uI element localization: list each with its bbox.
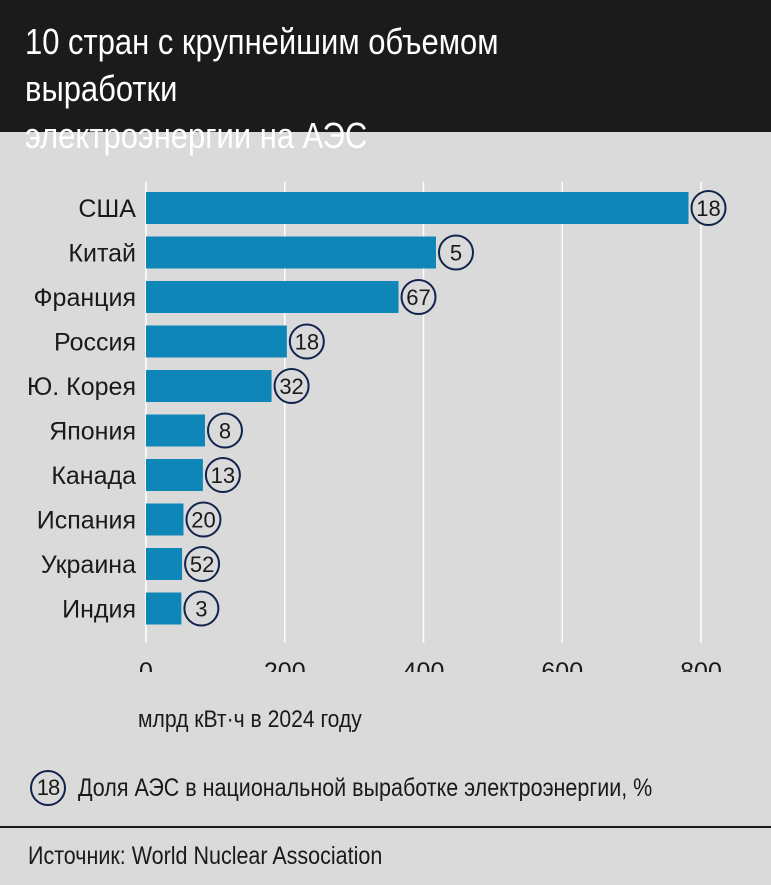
share-label: 3: [195, 597, 207, 622]
share-marker: [273, 368, 310, 404]
x-axis-label: млрд кВт·ч в 2024 году: [138, 706, 362, 733]
category-label: Индия: [62, 596, 136, 624]
share-marker: [206, 412, 243, 449]
category-label: Китай: [68, 240, 136, 268]
divider: [0, 826, 771, 828]
bars: [146, 192, 689, 625]
category-label: Россия: [54, 329, 136, 357]
share-markers: 18 5 67 18 32 8 13 20 52 3: [183, 190, 727, 627]
bar: [146, 459, 203, 491]
category-label: Украина: [41, 551, 136, 579]
x-tick-label: 800: [680, 658, 722, 672]
legend-marker: 18: [30, 770, 66, 806]
bar: [146, 281, 399, 313]
category-label: Испания: [37, 507, 136, 535]
x-tick-label: 0: [139, 658, 153, 672]
share-label: 67: [406, 285, 430, 310]
category-label: Канада: [51, 462, 136, 490]
x-tick-label: 600: [541, 658, 583, 672]
x-tick-label: 200: [264, 658, 306, 672]
bar: [146, 503, 184, 536]
bar: [146, 592, 182, 625]
bar: [146, 236, 436, 269]
bar: [146, 548, 183, 580]
x-tick-label: 400: [403, 658, 445, 672]
source-note: Источник: World Nuclear Association: [28, 842, 383, 870]
bar: [146, 414, 205, 447]
share-marker: [400, 279, 437, 315]
category-labels: США Китай Франция Россия Ю. Корея Япония Канад…: [27, 195, 136, 624]
legend: 18 Доля АЭС в национальной выработке эле…: [30, 768, 760, 810]
chart-title: 10 стран с крупнейшим объемом выработки …: [25, 21, 499, 156]
share-marker: [288, 323, 325, 360]
title-banner: 10 стран с крупнейшим объемом выработки …: [0, 0, 771, 156]
bar: [146, 325, 287, 358]
bar: [146, 192, 689, 224]
category-label: Япония: [49, 418, 136, 446]
share-label: 20: [191, 508, 215, 533]
share-marker: [690, 190, 727, 226]
share-label: 8: [219, 419, 231, 444]
share-label: 32: [279, 374, 303, 399]
share-marker: [183, 590, 220, 627]
share-label: 5: [450, 241, 462, 266]
share-label: 18: [696, 196, 720, 221]
category-label: Франция: [34, 284, 136, 312]
share-label: 18: [295, 330, 319, 355]
category-label: Ю. Корея: [27, 373, 136, 401]
share-marker: [437, 234, 474, 271]
share-label: 52: [190, 552, 214, 577]
share-marker: [204, 457, 241, 493]
share-marker: [185, 501, 222, 538]
share-marker: [184, 546, 221, 582]
bar-chart: США Китай Франция Россия Ю. Корея Япония Канад…: [0, 132, 771, 672]
category-label: США: [78, 195, 136, 223]
legend-text: Доля АЭС в национальной выработке электр…: [78, 774, 653, 802]
bar: [146, 370, 272, 402]
chart-svg: США Китай Франция Россия Ю. Корея Япония Канад…: [27, 182, 727, 672]
share-label: 13: [211, 463, 235, 488]
x-axis-ticks: 0 200 400 600 800: [139, 658, 722, 672]
